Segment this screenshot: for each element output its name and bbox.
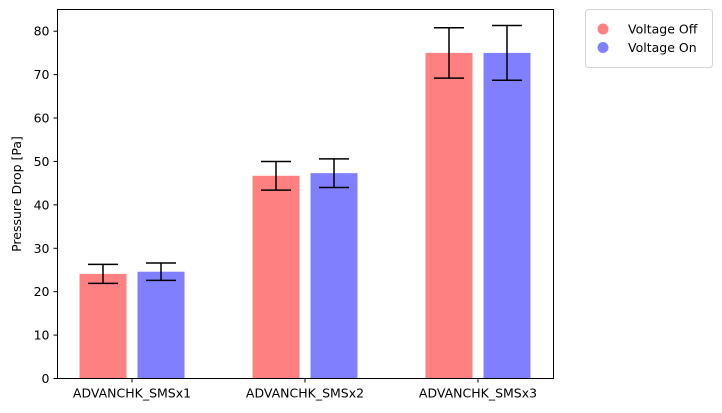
error-bar-voltage-off-2 [261,160,291,191]
legend-marker [597,23,609,35]
y-axis: 0 10 20 30 40 50 60 70 80 [34,24,58,386]
x-tick-label: ADVANCHK_SMSx3 [419,386,537,401]
error-bar-voltage-on-2 [319,158,349,189]
error-bar-voltage-off-1 [88,263,118,285]
error-bar-voltage-on-1 [146,262,176,282]
error-bars-layer [88,24,522,285]
bar-voltage-on-2 [310,173,358,379]
y-tick-label: 10 [34,328,50,343]
y-tick-label: 30 [34,241,50,256]
legend-marker [597,42,609,53]
bars-layer [79,52,531,379]
error-bar-voltage-off-3 [434,26,464,79]
legend: Voltage Off Voltage On [585,9,713,68]
y-axis-label: Pressure Drop [Pa] [9,136,24,252]
legend-entry-voltage-off: Voltage Off [597,22,698,37]
bar-voltage-off-1 [79,273,127,379]
y-tick-label: 20 [34,284,50,299]
bar-voltage-off-3 [425,52,473,379]
legend-entry-voltage-on: Voltage On [597,40,697,55]
y-tick-label: 80 [34,24,50,39]
y-tick-label: 0 [42,371,50,386]
x-tick-label: ADVANCHK_SMSx1 [73,386,191,401]
bar-voltage-off-2 [252,175,300,379]
legend-frame [585,9,713,68]
plot-frame [57,9,554,379]
bar-voltage-on-3 [483,52,531,379]
x-axis: ADVANCHK_SMSx1 ADVANCHK_SMSx2 ADVANCHK_SMS… [73,378,537,401]
x-tick-label: ADVANCHK_SMSx2 [246,386,364,401]
bar-voltage-on-1 [137,271,185,379]
y-tick-label: 60 [34,111,50,126]
y-tick-label: 70 [34,67,50,82]
y-tick-label: 50 [34,154,50,169]
legend-label: Voltage Off [628,22,698,37]
legend-label: Voltage On [628,40,697,55]
y-tick-label: 40 [34,197,50,212]
error-bar-voltage-on-3 [492,24,522,82]
